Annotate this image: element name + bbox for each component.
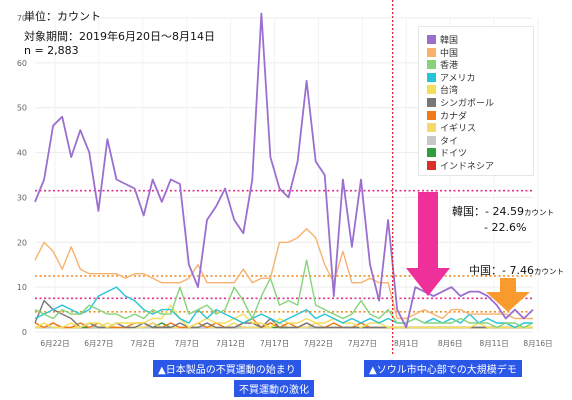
legend-swatch xyxy=(427,60,436,70)
unit-label: 単位：カウント xyxy=(24,10,101,23)
china-decrease-arrow xyxy=(486,278,530,312)
legend-swatch xyxy=(427,123,436,133)
x-tick-label: 7月12日 xyxy=(216,339,245,348)
legend: 韓国中国香港 アメリカ台湾シンガポール カナダイギリス タイドイツインドネシア xyxy=(418,26,534,176)
x-tick-label: 8月6日 xyxy=(438,339,463,348)
event-seoul-demo: ▲ソウル市中心部での大規模デモ xyxy=(364,360,522,377)
korea-decrease-arrow xyxy=(406,192,450,296)
legend-label: アメリカ xyxy=(440,73,476,84)
korea-change-percent: - 22.6% xyxy=(484,221,527,234)
korea-change-value: 韓国：- 24.59 xyxy=(452,205,524,218)
legend-swatch xyxy=(427,110,436,120)
series-lines xyxy=(34,12,534,329)
period-label: 対象期間：2019年6月20日〜8月14日 xyxy=(24,30,215,43)
x-axis: 6月22日 6月27日 7月2日 7月7日 7月12日 7月17日 7月22日 7月27日 8月… xyxy=(40,339,552,348)
legend-swatch xyxy=(427,47,436,57)
y-tick-label: 70 xyxy=(17,14,27,23)
y-tick-label: 30 xyxy=(17,193,27,202)
series-line-usa xyxy=(34,286,533,329)
china-change-annotation: 中国：- 7.46カウント xyxy=(469,262,564,278)
x-tick-label: 6月22日 xyxy=(40,339,69,348)
legend-item: イギリス xyxy=(427,121,476,134)
x-tick-label: 7月17日 xyxy=(260,339,289,348)
legend-swatch xyxy=(427,148,436,158)
legend-label: タイ xyxy=(440,136,459,147)
x-tick-label: 8月16日 xyxy=(523,339,552,348)
series-line-hongkong xyxy=(34,259,534,329)
korea-change-annotation: 韓国：- 24.59カウント xyxy=(452,203,554,219)
legend-item: シンガポール xyxy=(427,96,494,109)
legend-swatch xyxy=(427,135,436,145)
y-tick-label: 0 xyxy=(22,328,27,337)
event-boycott-intensify: 不買運動の激化 xyxy=(234,380,314,397)
legend-swatch xyxy=(427,72,436,82)
legend-item: ドイツ xyxy=(427,146,467,159)
x-tick-label: 7月2日 xyxy=(131,339,156,348)
legend-item: 香港 xyxy=(427,58,458,71)
y-tick-label: 10 xyxy=(17,283,27,292)
legend-item: タイ xyxy=(427,134,458,147)
legend-label: 韓国 xyxy=(440,36,459,46)
y-axis: 0 10 20 30 40 50 60 70 xyxy=(17,14,27,337)
legend-label: ドイツ xyxy=(440,149,468,160)
legend-label: 中国 xyxy=(440,48,459,59)
korea-change-unit: カウント xyxy=(523,208,554,217)
x-tick-label: 8月1日 xyxy=(394,339,419,348)
china-change-value: 中国：- 7.46 xyxy=(469,264,534,277)
legend-swatch xyxy=(427,161,436,170)
x-tick-label: 8月11日 xyxy=(479,339,508,348)
y-tick-label: 60 xyxy=(17,59,27,68)
legend-item: 韓国 xyxy=(427,33,458,46)
arrows xyxy=(406,192,530,312)
x-tick-label: 7月22日 xyxy=(304,339,333,348)
legend-swatch xyxy=(427,98,436,107)
legend-label: 台湾 xyxy=(440,86,459,97)
y-tick-label: 50 xyxy=(17,104,27,113)
event-boycott-start: ▲日本製品の不買運動の始まり xyxy=(153,360,301,377)
legend-item: 中国 xyxy=(427,46,458,59)
legend-item: カナダ xyxy=(427,109,467,122)
series-line-korea xyxy=(34,12,534,329)
legend-item: アメリカ xyxy=(427,71,476,84)
x-tick-label: 7月7日 xyxy=(174,339,199,348)
legend-label: インドネシア xyxy=(440,162,495,172)
legend-swatch xyxy=(427,85,436,95)
y-tick-label: 40 xyxy=(17,149,27,158)
legend-label: シンガポール xyxy=(440,99,495,109)
legend-swatch xyxy=(427,35,436,44)
china-change-unit: カウント xyxy=(533,267,564,276)
legend-label: カナダ xyxy=(440,111,468,122)
sample-size-label: n = 2,883 xyxy=(24,44,79,57)
legend-item: インドネシア xyxy=(427,159,494,172)
series-line-china xyxy=(34,228,533,320)
legend-item: 台湾 xyxy=(427,83,458,96)
y-tick-label: 20 xyxy=(17,238,27,247)
legend-label: イギリス xyxy=(440,124,477,135)
x-tick-label: 6月27日 xyxy=(84,339,113,348)
legend-label: 香港 xyxy=(440,61,459,72)
x-tick-label: 7月27日 xyxy=(348,339,377,348)
